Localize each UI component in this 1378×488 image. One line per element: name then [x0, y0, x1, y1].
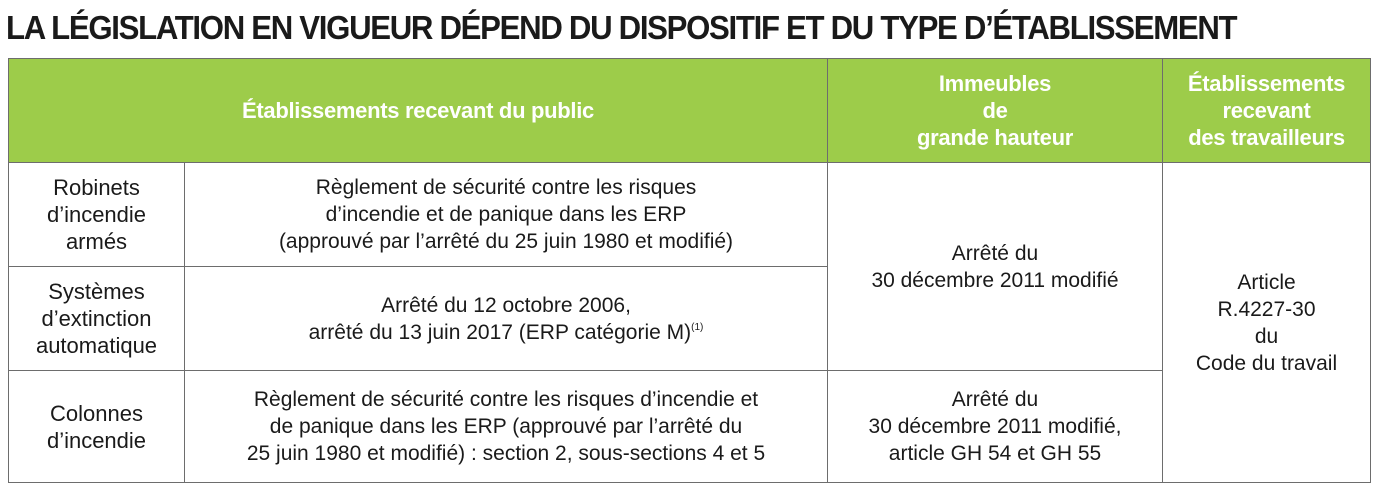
table-row-ci: Colonnes d’incendie Règlement de sécurit… — [8, 370, 1371, 483]
row-label-line: Systèmes — [48, 279, 145, 304]
header-ert-line: recevant — [1222, 98, 1311, 123]
cell-line: (approuvé par l’arrêté du 25 juin 1980 e… — [278, 230, 734, 253]
cell-line: 30 décembre 2011 modifié — [871, 268, 1119, 292]
igh-cell-shared: Arrêté du 30 décembre 2011 modifié — [827, 162, 1163, 371]
legislation-table: Établissements recevant du public Immeub… — [8, 58, 1371, 483]
cell-line: d’incendie et de panique dans les ERP — [325, 203, 687, 226]
cell-line: de panique dans les ERP (approuvé par l’… — [269, 415, 743, 438]
header-ert: Établissements recevant des travailleurs — [1162, 58, 1371, 163]
header-igh-line: grande hauteur — [917, 125, 1073, 150]
cell-line: Arrêté du — [951, 388, 1039, 411]
row-label-line: Robinets — [53, 175, 140, 200]
cell-line: 25 juin 1980 et modifié) : section 2, so… — [246, 442, 766, 465]
igh-cell-ci: Arrêté du 30 décembre 2011 modifié, arti… — [827, 370, 1163, 483]
table-row-ria: Robinets d’incendie armés Règlement de s… — [8, 162, 1371, 483]
cell-line: Règlement de sécurité contre les risques… — [253, 388, 759, 411]
row-label-line: d’extinction — [41, 306, 152, 331]
erp-cell-sea: Arrêté du 12 octobre 2006, arrêté du 13 … — [184, 266, 828, 371]
erp-cell-ria: Règlement de sécurité contre les risques… — [184, 162, 828, 267]
erp-cell-ci: Règlement de sécurité contre les risques… — [184, 370, 828, 483]
footnote-marker: (1) — [691, 321, 704, 333]
row-label-ria: Robinets d’incendie armés — [8, 162, 185, 267]
header-igh: Immeubles de grande hauteur — [827, 58, 1163, 163]
cell-line-text: arrêté du 13 juin 2017 (ERP catégorie M) — [308, 320, 692, 344]
header-igh-line: de — [982, 98, 1008, 123]
header-ert-line: Établissements — [1187, 71, 1346, 96]
cell-line: arrêté du 13 juin 2017 (ERP catégorie M)… — [185, 319, 827, 346]
row-label-line: armés — [65, 229, 128, 254]
row-label-line: automatique — [35, 333, 158, 358]
cell-line: du — [1254, 324, 1279, 348]
header-ert-line: des travailleurs — [1188, 125, 1345, 150]
cell-line: Arrêté du 12 octobre 2006, — [381, 293, 631, 317]
cell-line: Règlement de sécurité contre les risques — [315, 176, 697, 199]
row-label-ci: Colonnes d’incendie — [8, 370, 185, 483]
ert-cell-shared: Article R.4227-30 du Code du travail — [1162, 162, 1371, 483]
row-label-line: d’incendie — [46, 202, 147, 227]
row-label-line: d’incendie — [46, 427, 147, 453]
cell-line: article GH 54 et GH 55 — [888, 442, 1102, 465]
header-row: Établissements recevant du public Immeub… — [8, 58, 1371, 163]
cell-line: R.4227-30 — [1217, 297, 1316, 321]
header-igh-line: Immeubles — [938, 71, 1052, 96]
cell-line: Article — [1237, 270, 1296, 294]
row-label-line: Colonnes — [50, 400, 143, 426]
cell-line: Code du travail — [1195, 351, 1338, 375]
cell-line: 30 décembre 2011 modifié, — [868, 415, 1122, 438]
header-erp: Établissements recevant du public — [8, 58, 828, 163]
row-label-sea: Systèmes d’extinction automatique — [8, 266, 185, 371]
cell-line: Arrêté du — [951, 241, 1039, 265]
page-title: LA LÉGISLATION EN VIGUEUR DÉPEND DU DISP… — [6, 10, 1238, 47]
table-row-sea: Systèmes d’extinction automatique Arrêté… — [8, 266, 1371, 371]
